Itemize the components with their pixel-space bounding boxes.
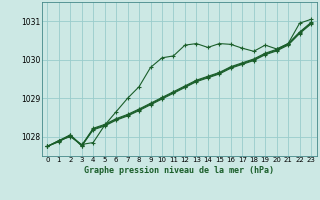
- X-axis label: Graphe pression niveau de la mer (hPa): Graphe pression niveau de la mer (hPa): [84, 166, 274, 175]
